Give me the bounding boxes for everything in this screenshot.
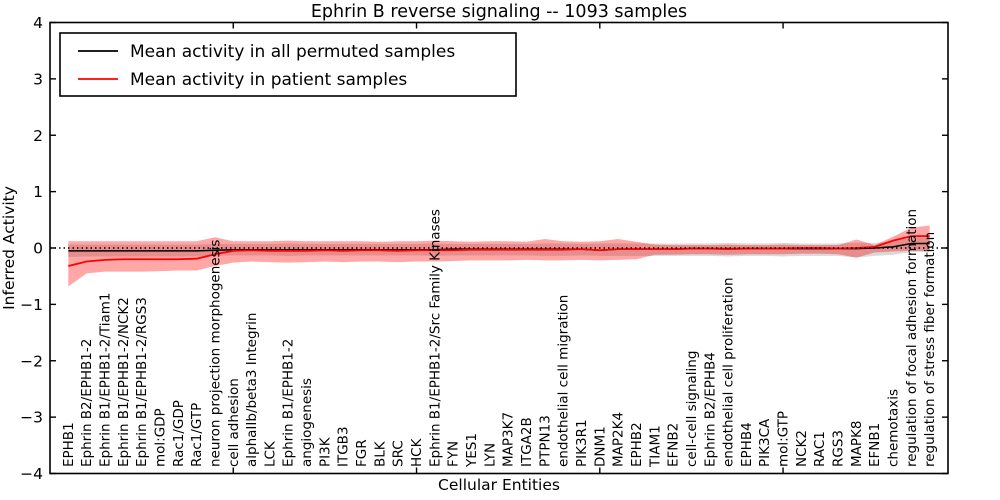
x-category-label: RAC1 [812, 431, 828, 467]
x-category-label: Ephrin B2/EPHB4 [702, 352, 718, 467]
permuted-band [68, 237, 930, 258]
x-category-label: RGS3 [831, 430, 847, 467]
axes-ticks: 4 3 2 1 0 −1 −2 −3 −4 [20, 14, 948, 483]
x-category-label: angiogenesis [299, 378, 315, 467]
x-category-label: Ephrin B1/EPHB1-2/Tiam1 [97, 293, 113, 467]
x-category-label: PTPN13 [537, 415, 553, 467]
x-category-label: NCK2 [794, 430, 810, 467]
confidence-bands [68, 225, 930, 287]
y-tick-label: 3 [33, 70, 43, 88]
x-category-label: cell adhesion [226, 378, 242, 467]
x-category-label: EPHB2 [629, 422, 645, 467]
y-tick-label: 2 [33, 127, 43, 145]
patient-band [68, 225, 930, 287]
x-category-label: MAPK8 [849, 421, 865, 467]
y-tick-label: −2 [20, 352, 43, 370]
y-tick-label: 1 [33, 183, 43, 201]
x-category-label: cell-cell signaling [684, 351, 700, 467]
x-category-label: Ephrin B2/EPHB1-2 [79, 339, 95, 467]
x-category-label: EPHB4 [739, 422, 755, 467]
x-category-label: YES1 [464, 433, 480, 468]
x-category-label: Ephrin B1/EPHB1-2/RGS3 [134, 297, 150, 467]
x-category-label: neuron projection morphogenesis [207, 240, 223, 467]
x-category-labels: EPHB1 Ephrin B2/EPHB1-2 Ephrin B1/EPHB1-2/… [61, 209, 938, 468]
plot-border [49, 21, 949, 475]
x-category-label: endothelial cell migration [556, 295, 572, 467]
x-category-label: Rac1/GTP [189, 403, 205, 467]
x-category-label: EFNB2 [666, 423, 682, 467]
y-tick-label: −1 [20, 296, 43, 314]
x-category-label: mol:GTP [776, 411, 792, 467]
y-tick-label: 0 [33, 240, 43, 258]
x-category-label: Rac1/GDP [171, 400, 187, 467]
y-axis-label: Inferred Activity [0, 186, 18, 310]
x-category-label: PIK3CA [757, 418, 773, 467]
x-category-label: EFNB1 [867, 423, 883, 467]
x-category-label: regulation of stress fiber formation [922, 232, 938, 467]
x-category-label: PIK3R1 [574, 419, 590, 467]
x-category-label: PI3K [317, 436, 333, 467]
x-category-label: TIAM1 [647, 425, 663, 468]
x-category-label: chemotaxis [886, 389, 902, 467]
x-category-label: ITGB3 [336, 426, 352, 467]
x-axis-label: Cellular Entities [438, 476, 560, 494]
x-category-label: LYN [482, 443, 498, 467]
x-category-label: alphaIIb/beta3 Integrin [244, 313, 260, 467]
x-category-label: Ephrin B1/EPHB1-2 [281, 339, 297, 467]
x-category-label: Ephrin B1/EPHB1-2/NCK2 [116, 297, 132, 467]
x-category-label: FGR [354, 439, 370, 467]
x-category-label: LCK [262, 440, 278, 467]
x-category-label: BLK [372, 440, 388, 467]
x-category-label: Ephrin B1/EPHB1-2/Src Family Kinases [427, 209, 443, 467]
legend: Mean activity in all permuted samples Me… [59, 32, 517, 97]
x-category-label: mol:GDP [152, 408, 168, 467]
x-category-label: endothelial cell proliferation [721, 277, 737, 467]
x-category-label: SRC [391, 440, 407, 467]
mean-lines [68, 235, 930, 267]
y-tick-label: 4 [33, 14, 43, 32]
x-category-label: DNM1 [592, 426, 608, 467]
y-tick-label: −4 [20, 465, 43, 483]
x-category-label: MAP2K4 [611, 412, 627, 467]
x-category-label: HCK [409, 437, 425, 467]
legend-box [59, 32, 517, 97]
x-category-label: regulation of focal adhesion formation [904, 209, 920, 467]
patient-mean-line [68, 235, 930, 267]
x-category-label: FYN [446, 441, 462, 467]
chart-title: Ephrin B reverse signaling -- 1093 sampl… [311, 2, 687, 22]
legend-label-permuted: Mean activity in all permuted samples [130, 42, 455, 62]
y-tick-label: −3 [20, 409, 43, 427]
x-category-label: ITGA2B [519, 417, 535, 467]
x-category-label: EPHB1 [61, 422, 77, 467]
legend-label-patient: Mean activity in patient samples [130, 70, 407, 90]
x-category-label: MAP3K7 [501, 412, 517, 467]
